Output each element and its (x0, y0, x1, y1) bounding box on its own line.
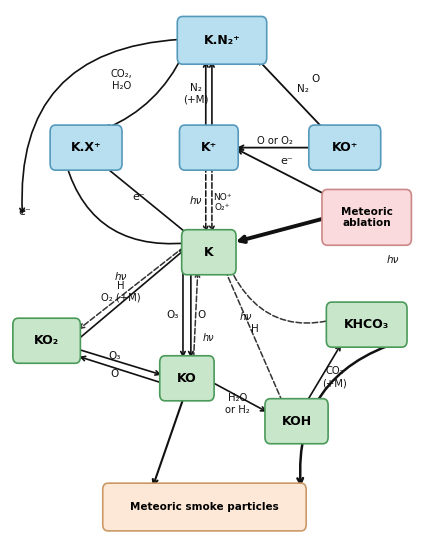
FancyArrowPatch shape (240, 218, 325, 242)
FancyBboxPatch shape (50, 125, 122, 170)
Text: K.N₂⁺: K.N₂⁺ (204, 34, 240, 47)
Text: K.X⁺: K.X⁺ (71, 141, 101, 154)
Text: N₂: N₂ (297, 83, 309, 94)
FancyArrowPatch shape (210, 166, 214, 230)
FancyBboxPatch shape (265, 399, 328, 444)
Text: Meteoric smoke particles: Meteoric smoke particles (130, 502, 279, 512)
Text: K: K (204, 246, 214, 259)
Text: KHCO₃: KHCO₃ (344, 318, 389, 331)
Text: KO: KO (177, 372, 197, 385)
FancyArrowPatch shape (203, 166, 208, 230)
Text: H
O₂ (+M): H O₂ (+M) (101, 281, 141, 303)
Text: NO⁺
O₂⁺: NO⁺ O₂⁺ (213, 192, 231, 212)
Text: KOH: KOH (281, 415, 312, 428)
FancyBboxPatch shape (322, 190, 412, 245)
Text: H: H (251, 324, 259, 334)
Text: hν: hν (202, 333, 214, 343)
FancyArrowPatch shape (307, 346, 340, 402)
FancyBboxPatch shape (309, 125, 381, 170)
FancyArrowPatch shape (20, 40, 180, 212)
Text: CO₂
(+M): CO₂ (+M) (322, 366, 347, 388)
FancyArrowPatch shape (79, 350, 160, 375)
Text: hν: hν (190, 196, 202, 207)
FancyArrowPatch shape (79, 250, 184, 339)
Text: O or O₂: O or O₂ (257, 136, 293, 146)
FancyBboxPatch shape (182, 230, 236, 275)
Text: N₂
(+M): N₂ (+M) (183, 83, 208, 105)
FancyArrowPatch shape (106, 54, 183, 129)
Text: O₃: O₃ (108, 351, 121, 361)
FancyArrowPatch shape (80, 247, 184, 328)
FancyArrowPatch shape (103, 165, 191, 237)
Text: hν: hν (115, 273, 127, 282)
Text: KO⁺: KO⁺ (332, 141, 358, 154)
FancyArrowPatch shape (210, 63, 214, 128)
Text: O: O (311, 74, 320, 85)
Text: H₂O
or H₂: H₂O or H₂ (225, 393, 250, 415)
Text: hν: hν (387, 255, 399, 265)
FancyArrowPatch shape (238, 150, 325, 195)
Text: O: O (198, 310, 206, 320)
FancyBboxPatch shape (160, 356, 214, 401)
FancyArrowPatch shape (239, 145, 311, 150)
FancyArrowPatch shape (81, 357, 162, 383)
FancyArrowPatch shape (189, 272, 193, 356)
Text: K⁺: K⁺ (201, 141, 217, 154)
FancyArrowPatch shape (203, 63, 208, 128)
FancyArrowPatch shape (258, 60, 323, 128)
FancyBboxPatch shape (326, 302, 407, 347)
Text: O₃: O₃ (166, 310, 179, 320)
FancyArrowPatch shape (194, 273, 200, 358)
Text: e⁻: e⁻ (18, 207, 31, 217)
FancyArrowPatch shape (221, 260, 282, 402)
Text: CO₂,
H₂O: CO₂, H₂O (110, 69, 132, 91)
Text: O: O (111, 369, 119, 379)
FancyArrowPatch shape (63, 150, 186, 246)
FancyArrowPatch shape (297, 341, 400, 484)
FancyBboxPatch shape (13, 318, 80, 363)
Text: e⁻: e⁻ (281, 156, 293, 166)
FancyArrowPatch shape (181, 272, 185, 356)
FancyArrowPatch shape (222, 251, 364, 323)
FancyBboxPatch shape (177, 16, 267, 64)
FancyArrowPatch shape (212, 382, 265, 411)
Text: e⁻: e⁻ (132, 192, 145, 202)
FancyBboxPatch shape (103, 483, 306, 531)
FancyArrowPatch shape (153, 397, 184, 485)
Text: hν: hν (240, 312, 252, 321)
Text: KO₂: KO₂ (34, 334, 59, 347)
FancyBboxPatch shape (179, 125, 238, 170)
Text: Meteoric
ablation: Meteoric ablation (341, 207, 392, 228)
